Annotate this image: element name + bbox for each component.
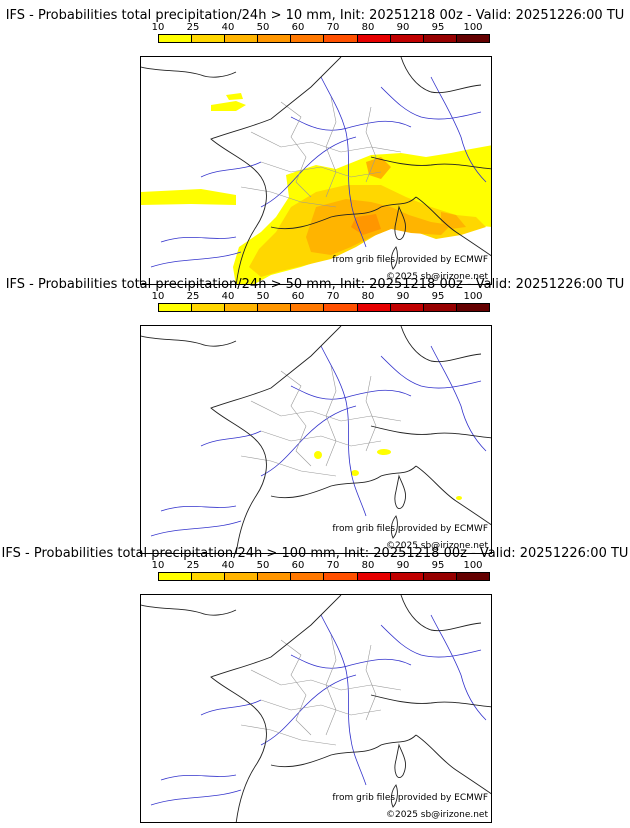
map-50mm: from grib files provided by ECMWF ©2025 … [140, 325, 492, 554]
colorbar-segment [456, 304, 489, 311]
tick-label: 95 [431, 560, 445, 571]
map-graphic [141, 595, 491, 822]
source-credit: from grib files provided by ECMWF [332, 524, 488, 534]
colorbar-segment [291, 304, 325, 311]
tick-label: 95 [431, 291, 445, 302]
tick-label: 25 [186, 22, 200, 33]
tick-label: 70 [326, 291, 340, 302]
tick-label: 100 [463, 22, 483, 33]
colorbar-segment [192, 35, 226, 42]
tick-label: 50 [256, 22, 270, 33]
region-borders [240, 634, 402, 746]
colorbar-segment [324, 573, 358, 580]
colorbar-segment [291, 573, 325, 580]
tick-label: 25 [186, 560, 200, 571]
rivers [150, 345, 487, 537]
precip-probability-shading [314, 449, 462, 500]
coastlines [141, 595, 491, 822]
panel-100mm: IFS - Probabilities total precipitation/… [0, 546, 630, 823]
colorbar-segment [192, 573, 226, 580]
precip-probability-shading [141, 93, 491, 284]
tick-label: 70 [326, 560, 340, 571]
colorbar-segment [456, 573, 489, 580]
tick-label: 80 [361, 22, 375, 33]
tick-label: 10 [151, 291, 165, 302]
tick-label: 90 [396, 560, 410, 571]
tick-label: 90 [396, 291, 410, 302]
tick-label: 40 [221, 291, 235, 302]
panel-title: IFS - Probabilities total precipitation/… [5, 8, 625, 23]
tick-label: 80 [361, 291, 375, 302]
panel-50mm: IFS - Probabilities total precipitation/… [0, 277, 630, 554]
copyright-credit: ©2025 sb@irizone.net [386, 272, 488, 282]
colorbar-ticks: 10 25 40 50 60 70 80 90 95 100 [152, 291, 490, 303]
map-graphic [141, 57, 491, 284]
colorbar-segment [258, 573, 292, 580]
tick-label: 60 [291, 22, 305, 33]
panel-10mm: IFS - Probabilities total precipitation/… [0, 8, 630, 285]
rivers [150, 614, 487, 806]
colorbar-segment [258, 304, 292, 311]
colorbar-segment [423, 573, 457, 580]
colorbar-segment [357, 304, 391, 311]
tick-label: 50 [256, 291, 270, 302]
colorbar [158, 303, 490, 312]
tick-label: 40 [221, 560, 235, 571]
colorbar-segment [456, 35, 489, 42]
copyright-credit: ©2025 sb@irizone.net [386, 541, 488, 551]
colorbar-segment [225, 573, 259, 580]
colorbar-segment [324, 35, 358, 42]
coastlines [141, 57, 491, 284]
tick-label: 40 [221, 22, 235, 33]
region-borders [240, 365, 402, 477]
map-graphic [141, 326, 491, 553]
source-credit: from grib files provided by ECMWF [332, 793, 488, 803]
colorbar-segment [390, 573, 424, 580]
colorbar-segment [159, 573, 193, 580]
colorbar-segment [390, 35, 424, 42]
colorbar-segment [423, 35, 457, 42]
colorbar-ticks: 10 25 40 50 60 70 80 90 95 100 [152, 560, 490, 572]
source-credit: from grib files provided by ECMWF [332, 255, 488, 265]
tick-label: 60 [291, 291, 305, 302]
region-borders [240, 96, 402, 208]
panel-title: IFS - Probabilities total precipitation/… [5, 277, 625, 292]
colorbar-segment [357, 573, 391, 580]
tick-label: 100 [463, 291, 483, 302]
colorbar-segment [225, 304, 259, 311]
colorbar-segment [291, 35, 325, 42]
colorbar-segment [159, 304, 193, 311]
colorbar-segment [423, 304, 457, 311]
tick-label: 25 [186, 291, 200, 302]
colorbar-segment [390, 304, 424, 311]
tick-label: 90 [396, 22, 410, 33]
tick-label: 70 [326, 22, 340, 33]
colorbar-ticks: 10 25 40 50 60 70 80 90 95 100 [152, 22, 490, 34]
colorbar-segment [225, 35, 259, 42]
tick-label: 80 [361, 560, 375, 571]
tick-label: 95 [431, 22, 445, 33]
tick-label: 100 [463, 560, 483, 571]
tick-label: 60 [291, 560, 305, 571]
tick-label: 10 [151, 560, 165, 571]
tick-label: 10 [151, 22, 165, 33]
copyright-credit: ©2025 sb@irizone.net [386, 810, 488, 820]
colorbar [158, 34, 490, 43]
coastlines [141, 326, 491, 553]
panel-title: IFS - Probabilities total precipitation/… [1, 546, 629, 561]
tick-label: 50 [256, 560, 270, 571]
map-100mm: from grib files provided by ECMWF ©2025 … [140, 594, 492, 823]
colorbar-segment [159, 35, 193, 42]
colorbar-segment [357, 35, 391, 42]
map-10mm: from grib files provided by ECMWF ©2025 … [140, 56, 492, 285]
colorbar-segment [258, 35, 292, 42]
colorbar [158, 572, 490, 581]
colorbar-segment [324, 304, 358, 311]
colorbar-segment [192, 304, 226, 311]
